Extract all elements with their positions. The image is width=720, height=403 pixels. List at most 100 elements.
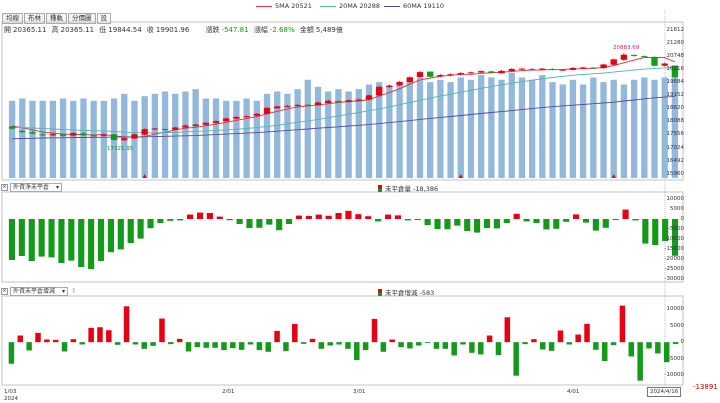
oi-change-bar [575,334,581,343]
price-tick-label: 16492 [666,157,685,164]
candle-body [100,134,108,136]
panel2-collapse-icon[interactable]: × [1,184,8,191]
candle-body [284,105,291,107]
net-oi-bar [295,215,303,219]
volume-bar [365,84,373,178]
net-oi-bar [177,219,184,221]
volume-bar [539,75,546,178]
oi-change-bar [247,342,254,345]
volume-bar [202,98,210,178]
oi-change-bar [433,342,440,349]
price-tick-label: 21812 [666,27,685,34]
volume-bar [131,100,138,178]
net-oi-bar [454,219,461,226]
price-tick-label: 19152 [666,92,685,99]
oi-change-bar [35,332,41,343]
candle-body [192,124,199,127]
low-value: 19844.54 [108,26,142,34]
volume-bar [447,82,454,178]
volume-bar [559,84,566,178]
candle-body [528,68,536,70]
net-oi-tick-label: -10000 [664,236,684,242]
candle-body [559,69,566,71]
oi-change-tick-label: 10000 [666,305,685,312]
net-oi-bar [345,210,352,219]
oi-change-bar [132,342,139,345]
oi-change-bar [292,323,298,343]
pct-value: -2.68% [269,26,295,34]
net-oi-bar [28,219,35,261]
volume-bar [345,91,352,178]
tab-bollinger[interactable]: 布林 [24,13,45,24]
volume-bar [274,91,281,178]
oi-change-bar [460,342,466,345]
oi-change-bar [318,342,325,349]
panel3-header: × 外資未平倉增減 ? [1,287,75,296]
oi-change-bar [655,342,661,354]
net-oi-bar [662,219,669,241]
panel3-collapse-icon[interactable]: × [1,288,8,295]
net-oi-bar [226,219,233,221]
ohlc-readout: 開 20365.11 高 20365.11 低 19844.54 收 19901.96 … [4,25,343,35]
volume-bar [467,79,475,178]
oi-change-bar [610,342,617,346]
oi-change-bar [593,342,599,350]
net-oi-bar [582,219,590,223]
volume-bar [528,79,536,178]
volume-bar [630,79,638,178]
panel3-help-icon[interactable]: ? [72,288,76,295]
panel2-indicator-select[interactable]: 外資淨未平倉 [10,183,63,192]
oi-change-bar [26,342,32,351]
candle-body [274,106,281,109]
candle-body [80,133,87,136]
panel-frame-3 [1,295,684,386]
net-oi-bar [157,219,164,223]
indicator-tabs: 均線 布林 種軌 分價圖 設 [2,13,112,24]
volume-bar [416,77,424,178]
net-oi-bar [632,219,639,221]
oi-change-bar [442,342,449,349]
price-tick-label: 17024 [666,144,685,151]
volume-bar [376,82,383,178]
volume-bar [284,93,291,178]
tab-price-distribution[interactable]: 分價圖 [68,13,96,24]
price-tick-label: 21280 [666,40,685,47]
net-oi-bar [365,216,372,219]
tab-settings[interactable]: 設 [96,13,111,24]
panel3-marker-icon [378,288,382,296]
tab-ma[interactable]: 均線 [2,13,23,24]
oi-change-bar [486,335,493,343]
year-label: 2024 [4,396,18,402]
net-oi-bar [424,219,431,225]
oi-change-bar [672,342,679,345]
candle-body [243,116,250,118]
oi-change-bar [70,339,77,343]
volume-bar [263,93,271,178]
candle-body [49,134,57,136]
net-oi-bar [117,219,124,250]
candle-body [610,59,617,65]
legend-ma5: 5MA 20521 [256,2,312,11]
net-oi-bar [256,219,263,228]
ma20-line [12,67,675,134]
max-price-label: 20883.69 [613,45,640,51]
net-oi-bar [58,219,65,263]
price-tick-label: 19684 [666,79,685,86]
candle-body [518,68,526,70]
candle-body [121,138,128,141]
net-oi-bar [285,219,293,224]
net-oi-bar [652,219,659,245]
candle-body [161,128,169,130]
oi-change-bar [114,342,121,345]
amount-label: 金額 [299,26,314,34]
panel3-indicator-select[interactable]: 外資未平倉增減 [10,287,69,296]
volume-bar [590,77,597,178]
high-label: 高 [51,26,59,34]
candle-body [508,68,515,72]
net-oi-bar [276,219,283,231]
net-oi-bar [553,219,560,229]
close-label: 收 [146,26,154,34]
candle-body [263,107,271,114]
candle-body [151,128,159,130]
tab-track[interactable]: 種軌 [46,13,67,24]
